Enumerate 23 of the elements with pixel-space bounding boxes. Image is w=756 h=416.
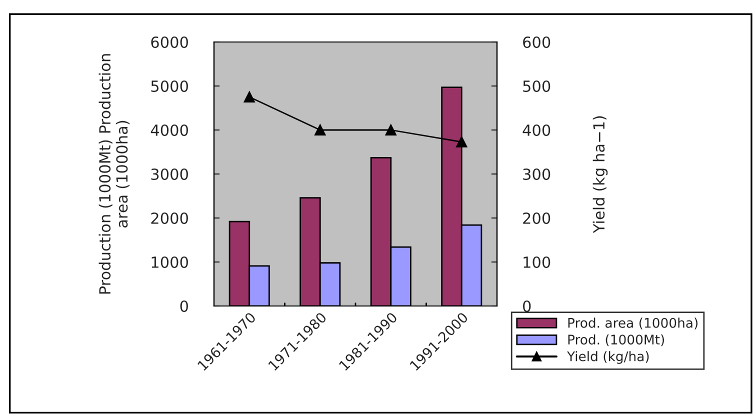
- y2-tick-label: 300: [523, 168, 550, 180]
- y-axis-title: Production (1000Mt) Production area (1000ha): [98, 54, 130, 294]
- y2-tick-label: 200: [523, 212, 550, 224]
- y-tick-label: 3000: [151, 168, 188, 180]
- y2-tick-label: 0: [523, 300, 531, 312]
- y2-tick-label: 400: [522, 124, 550, 136]
- legend-label: Prod. area (1000ha): [568, 318, 698, 330]
- y2-tick-label: 600: [523, 36, 550, 48]
- point: [456, 136, 468, 148]
- y-tick-label: 5000: [151, 80, 188, 92]
- y-tick-label: 4000: [150, 124, 188, 136]
- point: [314, 124, 326, 136]
- legend-label: Yield (kg/ha): [566, 351, 649, 364]
- y-tick-label: 6000: [151, 36, 188, 48]
- y2-tick-label: 100: [524, 256, 550, 268]
- y-tick-label: 2000: [151, 212, 188, 224]
- point: [385, 124, 396, 136]
- y2-tick-label: 500: [523, 80, 550, 92]
- y-tick-label: 0: [180, 300, 188, 312]
- y2-axis-title: Yield (kg ha−1): [592, 116, 608, 234]
- y-tick-label: 1000: [152, 256, 188, 268]
- legend-label: Prod. (1000Mt): [568, 334, 664, 346]
- point: [244, 91, 255, 103]
